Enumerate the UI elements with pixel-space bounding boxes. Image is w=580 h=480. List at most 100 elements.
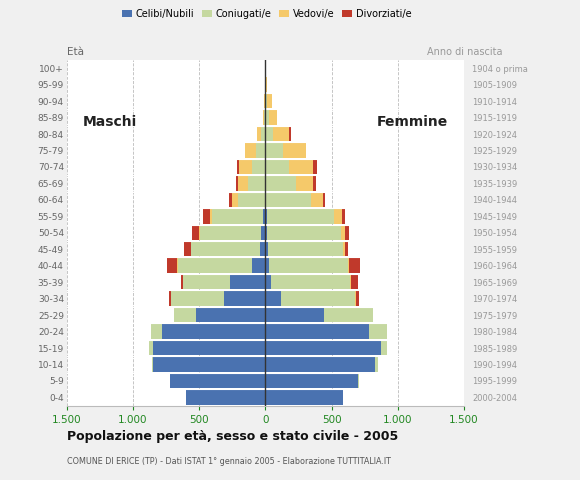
Bar xyxy=(192,226,199,240)
Bar xyxy=(230,275,266,289)
Text: Femmine: Femmine xyxy=(377,115,448,129)
Text: Anno di nascita: Anno di nascita xyxy=(426,47,502,57)
Bar xyxy=(262,127,266,141)
Bar xyxy=(182,275,183,289)
Bar xyxy=(342,209,345,224)
Bar xyxy=(201,226,262,240)
Bar xyxy=(289,160,313,174)
Bar xyxy=(343,242,346,256)
Bar xyxy=(170,373,266,388)
Bar xyxy=(313,160,317,174)
Bar xyxy=(372,308,374,323)
Bar xyxy=(210,209,212,224)
Text: Età: Età xyxy=(67,47,84,57)
Bar xyxy=(256,143,266,158)
Text: COMUNE DI ERICE (TP) - Dati ISTAT 1° gennaio 2005 - Elaborazione TUTTITALIA.IT: COMUNE DI ERICE (TP) - Dati ISTAT 1° gen… xyxy=(67,457,390,466)
Bar xyxy=(153,357,266,372)
Bar xyxy=(375,357,378,372)
Bar xyxy=(348,258,349,273)
Bar xyxy=(149,341,153,355)
Bar xyxy=(260,242,266,256)
Bar xyxy=(171,291,224,306)
Bar xyxy=(178,258,252,273)
Bar xyxy=(153,341,266,355)
Bar xyxy=(266,176,296,191)
Bar xyxy=(334,209,342,224)
Bar xyxy=(349,258,360,273)
Bar xyxy=(296,176,313,191)
Bar xyxy=(324,308,372,323)
Text: Popolazione per età, sesso e stato civile - 2005: Popolazione per età, sesso e stato civil… xyxy=(67,430,398,443)
Bar xyxy=(183,275,230,289)
Bar xyxy=(380,341,387,355)
Bar xyxy=(245,143,256,158)
Bar xyxy=(273,127,289,141)
Bar xyxy=(323,192,325,207)
Bar xyxy=(266,357,375,372)
Bar xyxy=(262,226,266,240)
Bar xyxy=(239,160,252,174)
Legend: Celibi/Nubili, Coniugati/e, Vedovi/e, Divorziati/e: Celibi/Nubili, Coniugati/e, Vedovi/e, Di… xyxy=(118,5,415,23)
Bar xyxy=(266,390,343,405)
Bar xyxy=(177,258,178,273)
Bar xyxy=(263,209,266,224)
Bar xyxy=(266,160,289,174)
Bar xyxy=(369,324,387,339)
Bar xyxy=(269,110,277,125)
Bar xyxy=(311,192,323,207)
Bar xyxy=(346,242,348,256)
Bar xyxy=(266,341,380,355)
Bar xyxy=(252,160,266,174)
Bar xyxy=(235,176,238,191)
Bar xyxy=(313,176,316,191)
Bar xyxy=(238,192,264,207)
Bar xyxy=(282,143,306,158)
Bar xyxy=(267,209,334,224)
Bar xyxy=(266,324,369,339)
Bar xyxy=(281,291,356,306)
Bar xyxy=(264,94,266,108)
Bar xyxy=(191,242,260,256)
Bar xyxy=(267,226,342,240)
Bar xyxy=(263,110,264,125)
Bar xyxy=(266,192,311,207)
Bar xyxy=(258,127,262,141)
Bar xyxy=(237,160,239,174)
Bar xyxy=(266,275,271,289)
Bar xyxy=(266,77,267,92)
Bar xyxy=(266,226,267,240)
Bar xyxy=(356,291,358,306)
Text: Maschi: Maschi xyxy=(82,115,137,129)
Bar xyxy=(266,94,267,108)
Bar xyxy=(203,209,210,224)
Bar xyxy=(266,209,267,224)
Bar xyxy=(212,209,263,224)
Bar xyxy=(268,242,343,256)
Bar xyxy=(231,192,238,207)
Bar xyxy=(266,143,282,158)
Bar xyxy=(351,275,358,289)
Bar xyxy=(238,176,248,191)
Bar xyxy=(199,226,201,240)
Bar xyxy=(264,110,266,125)
Bar xyxy=(266,242,268,256)
Bar xyxy=(264,192,266,207)
Bar xyxy=(229,192,231,207)
Bar xyxy=(152,357,153,372)
Bar xyxy=(266,110,269,125)
Bar xyxy=(266,373,358,388)
Bar xyxy=(342,226,346,240)
Bar xyxy=(266,308,324,323)
Bar xyxy=(169,291,171,306)
Bar xyxy=(266,258,269,273)
Bar xyxy=(186,390,266,405)
Bar xyxy=(289,127,291,141)
Bar xyxy=(197,308,266,323)
Bar xyxy=(267,94,272,108)
Bar xyxy=(162,324,266,339)
Bar xyxy=(271,275,350,289)
Bar xyxy=(252,258,266,273)
Bar xyxy=(174,308,197,323)
Bar xyxy=(248,176,266,191)
Bar xyxy=(346,226,349,240)
